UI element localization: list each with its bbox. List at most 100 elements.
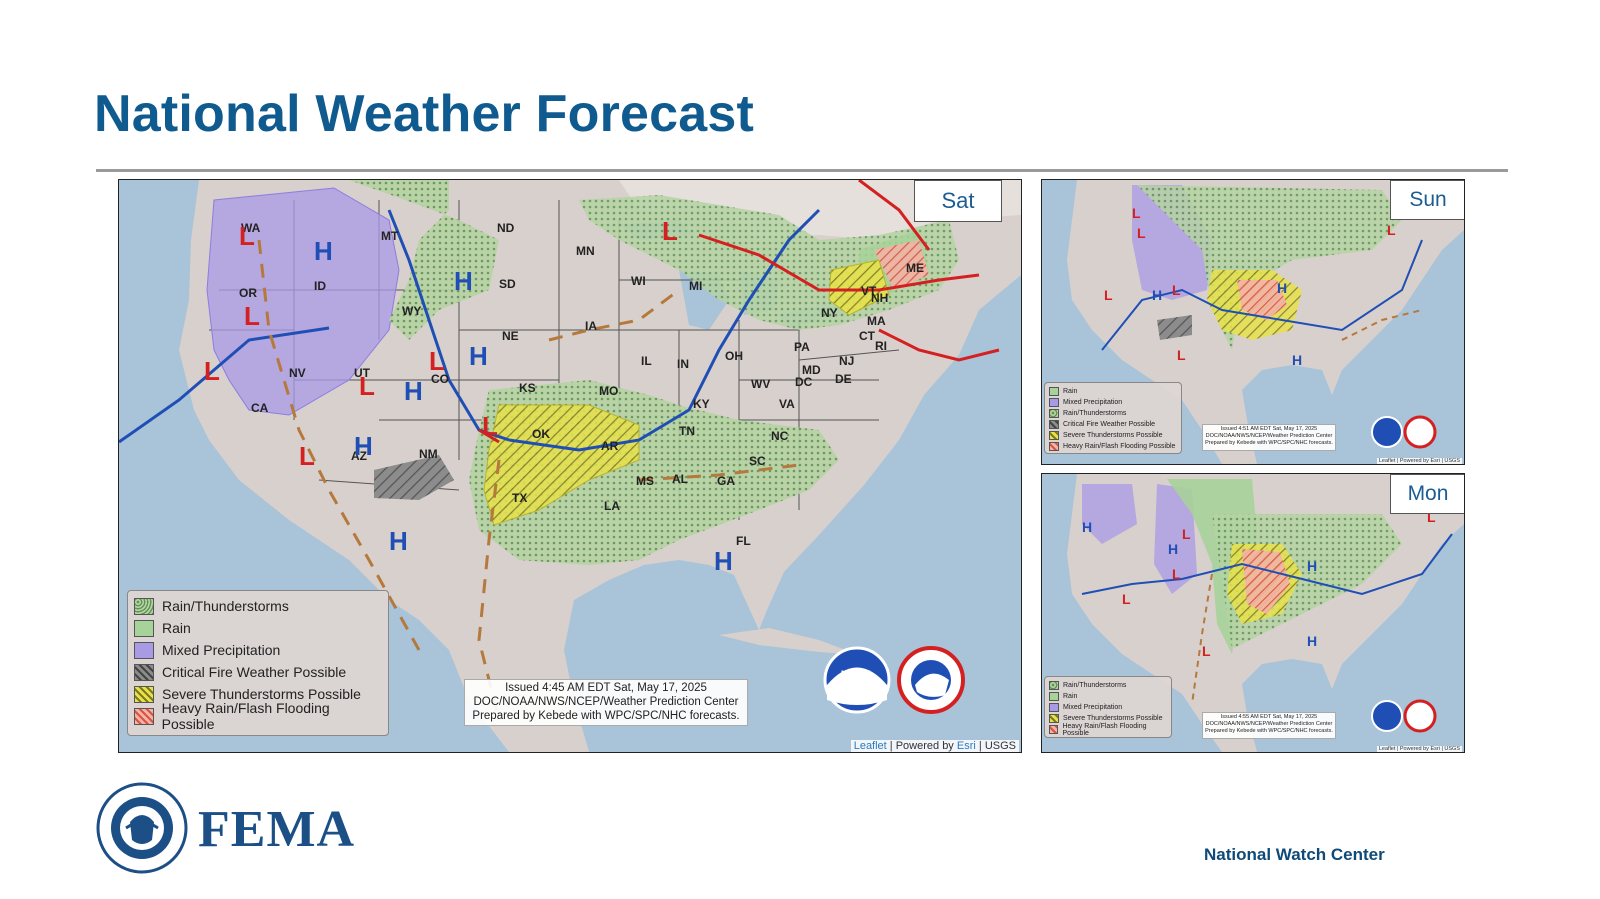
cuba: [719, 628, 859, 655]
high-pressure-co: H: [404, 376, 423, 406]
sun-cold-front: [1101, 239, 1423, 351]
mon-high-4: H: [1307, 633, 1317, 649]
powered-by-text: Powered by: [895, 740, 954, 752]
sun-high-2: H: [1277, 280, 1287, 296]
state-label: GA: [717, 474, 735, 488]
legend-label: Rain/Thunderstorms: [162, 598, 289, 614]
state-label: RI: [875, 339, 887, 353]
state-label: NE: [502, 329, 519, 343]
mon-cold-front: [1081, 533, 1453, 596]
state-label: OK: [532, 427, 550, 441]
main-map-canvas: WA OR ID MT NV CA UT WY CO AZ NM ND SD NE KS OK TX MN IA MO…: [119, 180, 1021, 752]
legend-item: Heavy Rain/Flash Flooding Possible: [134, 700, 382, 732]
page-title: National Weather Forecast: [94, 85, 755, 143]
sun-issued-line-2: DOC/NOAA/NWS/NCEP/Weather Prediction Cen…: [1205, 433, 1333, 439]
high-pressure-gulf: H: [714, 546, 733, 576]
sun-area-rain-thunder: [1137, 185, 1402, 350]
high-pressure-az: H: [354, 431, 373, 461]
state-label: AZ: [351, 449, 367, 463]
mon-map-credit: Leaflet | Powered by Esri | USGS: [1376, 746, 1462, 752]
state-label: PA: [794, 340, 810, 354]
mon-noaa-logo: [1371, 700, 1403, 732]
sun-map-issued-box: Issued 4:51 AM EDT Sat, May 17, 2025 DOC…: [1202, 424, 1336, 451]
state-labels: WA OR ID MT NV CA UT WY CO AZ NM ND SD NE KS OK TX MN IA MO…: [239, 221, 924, 548]
usgs-text: USGS: [984, 740, 1016, 752]
legend-swatch: [134, 663, 154, 681]
legend-swatch: [134, 641, 154, 659]
sun-area-heavy-rain: [1237, 280, 1287, 320]
esri-link[interactable]: Esri: [956, 740, 976, 752]
title-divider: [96, 169, 1508, 172]
state-label: NC: [771, 429, 789, 443]
state-label: VT: [861, 284, 877, 298]
legend-swatch: [134, 619, 154, 637]
svg-text:NOAA: NOAA: [841, 669, 873, 681]
state-label: MA: [867, 314, 886, 328]
legend-label: Rain/Thunderstorms: [1063, 410, 1127, 417]
legend-label: Mixed Precipitation: [1063, 399, 1123, 406]
high-pressure-sd: H: [454, 266, 473, 296]
sun-forecast-map[interactable]: H H H L L L L L L Sun Rain Mixed Precipit…: [1041, 179, 1465, 465]
mon-high-1: H: [1082, 519, 1092, 535]
low-pressure-ut: L: [359, 371, 375, 401]
legend-swatch: [134, 685, 154, 703]
legend-item: Heavy Rain/Flash Flooding Possible: [1049, 441, 1177, 452]
legend-swatch: [134, 597, 154, 615]
state-label: CO: [431, 372, 449, 386]
mon-forecast-map[interactable]: H H H H L L L L L Mon Rain/Thunderstorms…: [1041, 473, 1465, 753]
legend-label: Heavy Rain/Flash Flooding Possible: [1063, 443, 1176, 450]
legend-label: Severe Thunderstorms Possible: [162, 686, 361, 702]
legend-swatch: [1049, 692, 1059, 701]
state-label: MT: [381, 229, 399, 243]
mon-low-2: L: [1122, 591, 1131, 607]
state-label: ND: [497, 221, 515, 235]
mon-map-canvas: H H H H L L L L L: [1042, 474, 1464, 752]
legend-item: Severe Thunderstorms Possible: [1049, 430, 1177, 441]
state-label: SC: [749, 454, 766, 468]
issued-line-3: Prepared by Kebede with WPC/SPC/NHC fore…: [472, 710, 740, 722]
mon-issued-line-3: Prepared by Kebede with WPC/SPC/NHC fore…: [1205, 728, 1333, 734]
legend-label: Rain/Thunderstorms: [1063, 682, 1127, 689]
state-label: SD: [499, 277, 516, 291]
mon-high-3: H: [1307, 558, 1317, 574]
legend-swatch: [1049, 442, 1059, 451]
legend-item: Severe Thunderstorms Possible: [134, 683, 382, 705]
warm-front-ok: [478, 428, 500, 444]
legend-item: Severe Thunderstorms Possible: [1049, 713, 1167, 724]
mon-low-3: L: [1172, 566, 1181, 582]
state-label: NY: [821, 306, 838, 320]
issued-line-1: Issued 4:45 AM EDT Sat, May 17, 2025: [505, 682, 707, 694]
sun-low-1: L: [1132, 205, 1141, 221]
state-label: WV: [751, 377, 770, 391]
state-label: DC: [795, 375, 813, 389]
sun-low-4: L: [1172, 282, 1181, 298]
legend-item: Heavy Rain/Flash Flooding Possible: [1049, 722, 1167, 737]
mon-low-4: L: [1202, 643, 1211, 659]
legend-label: Mixed Precipitation: [1063, 704, 1123, 711]
sun-issued-line-3: Prepared by Kebede with WPC/SPC/NHC fore…: [1205, 440, 1333, 446]
state-label: TX: [512, 491, 527, 505]
legend-swatch: [1049, 387, 1059, 396]
mon-low-5: L: [1427, 509, 1436, 525]
warm-front-atlantic: [878, 328, 1000, 362]
legend-swatch: [1049, 681, 1059, 690]
state-label: ME: [906, 261, 924, 275]
low-pressure-ca: L: [204, 356, 220, 386]
cold-front-west: [119, 326, 330, 444]
main-map-credit: Leaflet | Powered by Esri | USGS: [850, 740, 1019, 752]
high-pressure-id: H: [314, 236, 333, 266]
sun-low-3: L: [1104, 287, 1113, 303]
state-label: VA: [779, 397, 795, 411]
nws-logo: [897, 646, 965, 714]
state-label: OR: [239, 286, 257, 300]
mon-nws-logo: [1403, 699, 1437, 733]
mon-high-2: H: [1168, 541, 1178, 557]
legend-label: Heavy Rain/Flash Flooding Possible: [1062, 722, 1147, 737]
issued-line-2: DOC/NOAA/NWS/NCEP/Weather Prediction Cen…: [473, 696, 739, 708]
state-label: MO: [599, 384, 618, 398]
leaflet-link[interactable]: Leaflet: [853, 740, 887, 752]
state-label: ID: [314, 279, 326, 293]
main-map-legend: Rain/Thunderstorms Rain Mixed Precipitatio…: [127, 590, 389, 736]
trough-south: [638, 463, 800, 482]
main-forecast-map[interactable]: WA OR ID MT NV CA UT WY CO AZ NM ND SD NE KS OK TX MN IA MO…: [118, 179, 1022, 753]
